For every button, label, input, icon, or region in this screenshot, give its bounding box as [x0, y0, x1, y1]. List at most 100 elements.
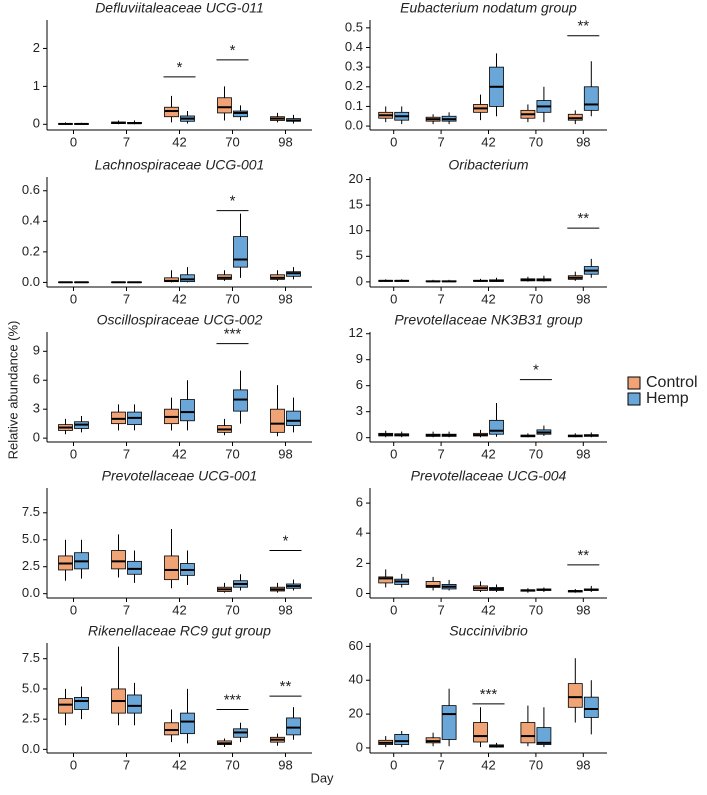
- y-tick-label: 60: [349, 638, 363, 653]
- y-tick-label: 1: [33, 78, 40, 93]
- y-tick-label: 2: [33, 40, 40, 55]
- box: [286, 410, 301, 426]
- y-tick-label: 0.4: [345, 39, 363, 54]
- legend-label: Control: [646, 374, 698, 391]
- box: [441, 705, 457, 740]
- box: [58, 698, 73, 714]
- y-tick-label: 6: [33, 372, 40, 387]
- significance-label: *: [177, 59, 183, 76]
- box: [425, 581, 441, 588]
- y-tick-label: 0.0: [22, 585, 40, 600]
- x-tick-label: 7: [123, 446, 130, 461]
- significance-label: ***: [224, 691, 242, 708]
- y-tick-label: 0.4: [22, 213, 40, 228]
- y-tick-label: 2: [356, 555, 363, 570]
- y-tick-label: 20: [349, 171, 363, 186]
- y-tick-label: 0.0: [345, 118, 363, 133]
- significance-label: **: [577, 547, 589, 564]
- y-axis-label: Relative abundance (%): [5, 321, 20, 460]
- panel-title: Oribacterium: [448, 157, 528, 173]
- panel-title: Defluviitaleaceae UCG-011: [95, 0, 264, 16]
- y-tick-label: 0.2: [22, 243, 40, 258]
- y-tick-label: 0.6: [22, 182, 40, 197]
- box: [164, 555, 179, 581]
- box: [127, 560, 142, 575]
- x-tick-label: 7: [123, 757, 130, 772]
- y-tick-label: 0.0: [22, 274, 40, 289]
- y-tick-label: 0.5: [345, 19, 363, 34]
- x-tick-label: 0: [390, 291, 397, 306]
- x-tick-label: 7: [437, 446, 444, 461]
- x-tick-label: 7: [123, 134, 130, 149]
- x-axis-label: Day: [310, 770, 334, 785]
- panel-title: Prevotellaceae UCG-004: [411, 468, 567, 484]
- y-tick-label: 5.0: [22, 680, 40, 695]
- box: [520, 722, 536, 744]
- y-tick-label: 3: [33, 401, 40, 416]
- x-tick-label: 0: [70, 757, 77, 772]
- significance-label: ***: [480, 686, 498, 703]
- panel-title: Succinivibrio: [449, 623, 528, 639]
- y-tick-label: 5: [356, 248, 363, 263]
- y-tick-label: 6: [356, 495, 363, 510]
- y-tick-label: 4: [356, 525, 363, 540]
- legend-label: Hemp: [646, 390, 689, 407]
- x-tick-label: 42: [481, 757, 495, 772]
- significance-label: *: [283, 533, 289, 550]
- panel-title: Prevotellaceae UCG-001: [102, 468, 258, 484]
- y-tick-label: 0: [33, 430, 40, 445]
- legend-swatch: [627, 376, 641, 390]
- significance-label: **: [577, 18, 589, 35]
- x-tick-label: 70: [225, 291, 239, 306]
- x-tick-label: 70: [529, 757, 543, 772]
- y-tick-label: 40: [349, 672, 363, 687]
- x-tick-label: 7: [437, 757, 444, 772]
- x-tick-label: 7: [123, 291, 130, 306]
- y-tick-label: 2.5: [22, 558, 40, 573]
- y-tick-label: 0.3: [345, 59, 363, 74]
- y-tick-label: 0: [356, 739, 363, 754]
- x-tick-label: 98: [278, 602, 292, 617]
- x-tick-label: 42: [172, 134, 186, 149]
- significance-label: *: [533, 362, 539, 379]
- box: [536, 727, 552, 745]
- box: [111, 550, 126, 570]
- significance-label: *: [230, 193, 236, 210]
- box: [394, 733, 410, 745]
- y-tick-label: 0.1: [345, 98, 363, 113]
- x-tick-label: 7: [437, 291, 444, 306]
- y-tick-label: 10: [349, 222, 363, 237]
- box: [180, 712, 195, 735]
- box: [489, 419, 504, 435]
- y-tick-label: 0.0: [22, 741, 40, 756]
- x-tick-label: 7: [123, 602, 130, 617]
- x-tick-label: 98: [278, 134, 292, 149]
- box: [270, 408, 285, 433]
- x-tick-label: 42: [481, 291, 495, 306]
- y-tick-label: 5.0: [22, 531, 40, 546]
- x-tick-label: 98: [278, 291, 292, 306]
- x-tick-label: 7: [437, 134, 444, 149]
- box: [567, 683, 583, 708]
- x-tick-label: 98: [576, 757, 590, 772]
- x-tick-label: 98: [576, 134, 590, 149]
- y-tick-label: 9: [356, 351, 363, 366]
- x-tick-label: 70: [225, 602, 239, 617]
- x-tick-label: 0: [70, 134, 77, 149]
- y-tick-label: 2.5: [22, 711, 40, 726]
- x-tick-label: 42: [172, 291, 186, 306]
- x-tick-label: 98: [576, 446, 590, 461]
- x-tick-label: 42: [481, 134, 495, 149]
- x-tick-label: 70: [529, 134, 543, 149]
- x-tick-label: 0: [70, 446, 77, 461]
- y-tick-label: 0: [33, 116, 40, 131]
- significance-label: ***: [224, 326, 242, 343]
- x-tick-label: 70: [529, 291, 543, 306]
- significance-label: **: [577, 210, 589, 227]
- box: [473, 722, 488, 743]
- x-tick-label: 98: [278, 446, 292, 461]
- x-tick-label: 42: [172, 446, 186, 461]
- x-tick-label: 70: [529, 602, 543, 617]
- y-tick-label: 0: [356, 273, 363, 288]
